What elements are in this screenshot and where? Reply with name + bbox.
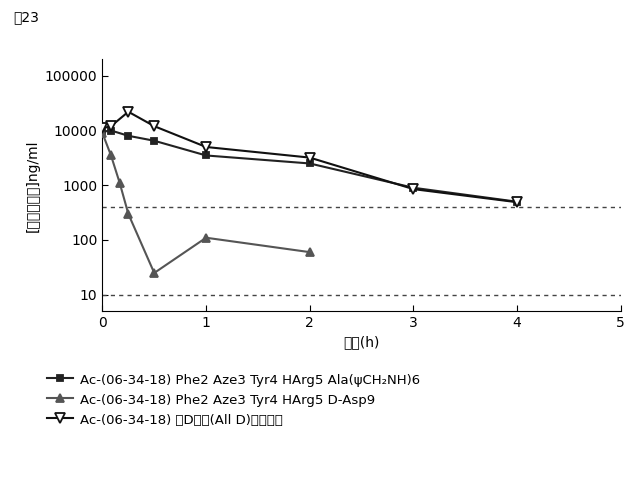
Y-axis label: [バイシクル]ng/ml: [バイシクル]ng/ml xyxy=(26,139,39,232)
Ac-(06-34-18) Phe2 Aze3 Tyr4 HArg5 Ala(ψCH₂NH)6 xyxy=(410,185,417,191)
Ac-(06-34-18) 全D型の(All D)アミノ酸 xyxy=(99,125,106,131)
Ac-(06-34-18) Phe2 Aze3 Tyr4 HArg5 D-Asp9 xyxy=(202,235,210,241)
Ac-(06-34-18) 全D型の(All D)アミノ酸 xyxy=(124,109,132,115)
Ac-(06-34-18) Phe2 Aze3 Tyr4 HArg5 Ala(ψCH₂NH)6 xyxy=(202,153,210,159)
X-axis label: 時間(h): 時間(h) xyxy=(344,335,380,350)
Ac-(06-34-18) 全D型の(All D)アミノ酸 xyxy=(513,199,521,205)
Ac-(06-34-18) Phe2 Aze3 Tyr4 HArg5 Ala(ψCH₂NH)6 xyxy=(107,127,115,133)
Ac-(06-34-18) Phe2 Aze3 Tyr4 HArg5 Ala(ψCH₂NH)6 xyxy=(99,129,106,135)
Ac-(06-34-18) Phe2 Aze3 Tyr4 HArg5 D-Asp9 xyxy=(150,270,158,276)
Ac-(06-34-18) 全D型の(All D)アミノ酸 xyxy=(306,155,314,161)
Ac-(06-34-18) 全D型の(All D)アミノ酸 xyxy=(410,186,417,192)
Ac-(06-34-18) Phe2 Aze3 Tyr4 HArg5 D-Asp9 xyxy=(116,180,124,186)
Ac-(06-34-18) Phe2 Aze3 Tyr4 HArg5 Ala(ψCH₂NH)6 xyxy=(150,138,158,144)
Line: Ac-(06-34-18) Phe2 Aze3 Tyr4 HArg5 Ala(ψCH₂NH)6: Ac-(06-34-18) Phe2 Aze3 Tyr4 HArg5 Ala(ψ… xyxy=(99,127,520,205)
Line: Ac-(06-34-18) 全D型の(All D)アミノ酸: Ac-(06-34-18) 全D型の(All D)アミノ酸 xyxy=(97,107,522,207)
Ac-(06-34-18) Phe2 Aze3 Tyr4 HArg5 D-Asp9 xyxy=(107,153,115,159)
Line: Ac-(06-34-18) Phe2 Aze3 Tyr4 HArg5 D-Asp9: Ac-(06-34-18) Phe2 Aze3 Tyr4 HArg5 D-Asp… xyxy=(98,129,314,277)
Text: 図23: 図23 xyxy=(13,10,38,24)
Ac-(06-34-18) Phe2 Aze3 Tyr4 HArg5 Ala(ψCH₂NH)6 xyxy=(306,161,314,166)
Ac-(06-34-18) Phe2 Aze3 Tyr4 HArg5 D-Asp9 xyxy=(306,249,314,255)
Ac-(06-34-18) Phe2 Aze3 Tyr4 HArg5 D-Asp9 xyxy=(124,211,132,217)
Ac-(06-34-18) 全D型の(All D)アミノ酸 xyxy=(107,123,115,129)
Ac-(06-34-18) Phe2 Aze3 Tyr4 HArg5 Ala(ψCH₂NH)6 xyxy=(124,133,132,139)
Ac-(06-34-18) 全D型の(All D)アミノ酸 xyxy=(150,123,158,129)
Legend: Ac-(06-34-18) Phe2 Aze3 Tyr4 HArg5 Ala(ψCH₂NH)6, Ac-(06-34-18) Phe2 Aze3 Tyr4 HA: Ac-(06-34-18) Phe2 Aze3 Tyr4 HArg5 Ala(ψ… xyxy=(47,373,420,427)
Ac-(06-34-18) Phe2 Aze3 Tyr4 HArg5 D-Asp9 xyxy=(99,130,106,136)
Ac-(06-34-18) Phe2 Aze3 Tyr4 HArg5 Ala(ψCH₂NH)6 xyxy=(513,199,521,205)
Ac-(06-34-18) 全D型の(All D)アミノ酸 xyxy=(202,144,210,150)
